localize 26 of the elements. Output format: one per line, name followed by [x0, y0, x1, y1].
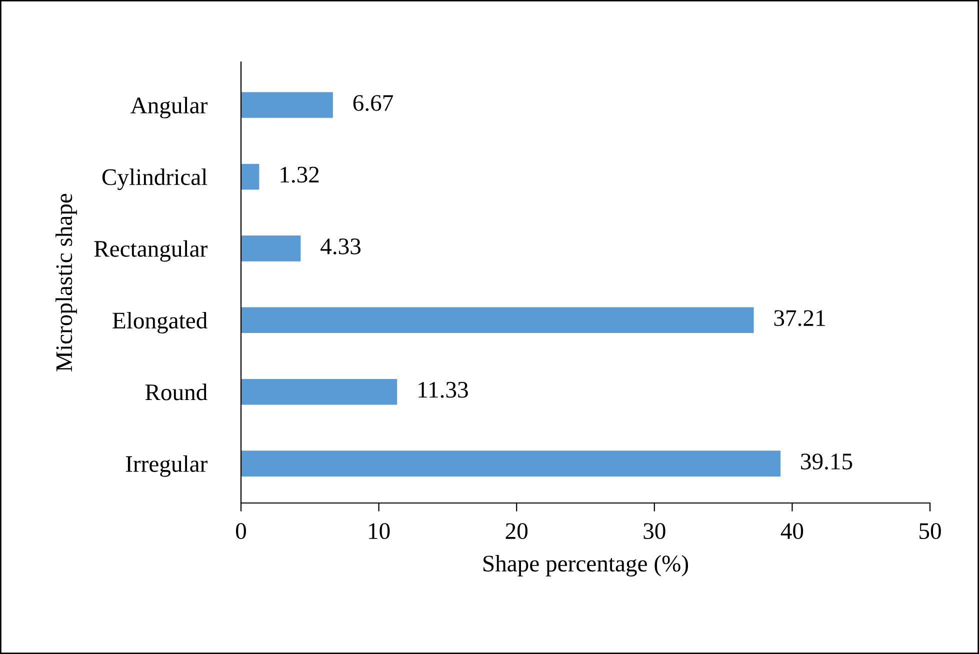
y-tick-label: Elongated	[112, 312, 208, 334]
x-tick-label: 40	[780, 523, 804, 540]
bar	[241, 307, 754, 334]
x-tick-label: 30	[644, 523, 666, 540]
data-label: 6.67	[353, 95, 393, 112]
y-tick-label: Cylindrical	[102, 168, 208, 190]
bar	[241, 450, 780, 476]
x-tick-label: 10	[369, 523, 390, 540]
x-tick-label: 50	[920, 523, 941, 540]
data-label: 11.33	[418, 382, 468, 398]
data-label: 4.33	[320, 238, 361, 254]
bar	[241, 164, 260, 190]
x-axis-title: Shape percentage (%)	[484, 554, 688, 576]
x-tick-label: 20	[506, 523, 528, 540]
data-label: 37.21	[774, 310, 825, 326]
y-tick-label: Round	[145, 384, 208, 400]
bar	[241, 378, 398, 405]
data-label: 39.15	[801, 454, 852, 470]
bar	[241, 92, 333, 118]
y-axis-title: Microplastic shape	[56, 194, 77, 372]
data-label: 1.32	[280, 166, 319, 183]
y-tick-label: Angular	[130, 96, 208, 118]
y-tick-label: Irregular	[126, 455, 208, 477]
x-tick-label: 0	[236, 523, 246, 540]
bar	[241, 236, 301, 262]
y-tick-label: Rectangular	[94, 240, 208, 262]
